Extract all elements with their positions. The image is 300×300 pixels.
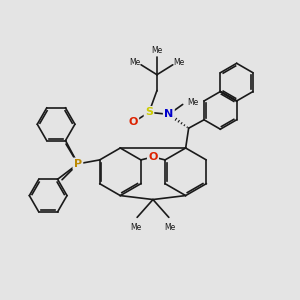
Text: P: P — [74, 159, 82, 169]
Text: N: N — [164, 109, 173, 119]
Text: Me: Me — [130, 58, 141, 67]
Text: Me: Me — [188, 98, 199, 107]
Text: Me: Me — [164, 223, 176, 232]
Text: Me: Me — [173, 58, 184, 67]
Text: O: O — [148, 152, 158, 162]
Text: Me: Me — [130, 223, 142, 232]
Text: Me: Me — [151, 46, 163, 56]
Text: O: O — [128, 117, 138, 127]
Text: S: S — [145, 107, 153, 117]
